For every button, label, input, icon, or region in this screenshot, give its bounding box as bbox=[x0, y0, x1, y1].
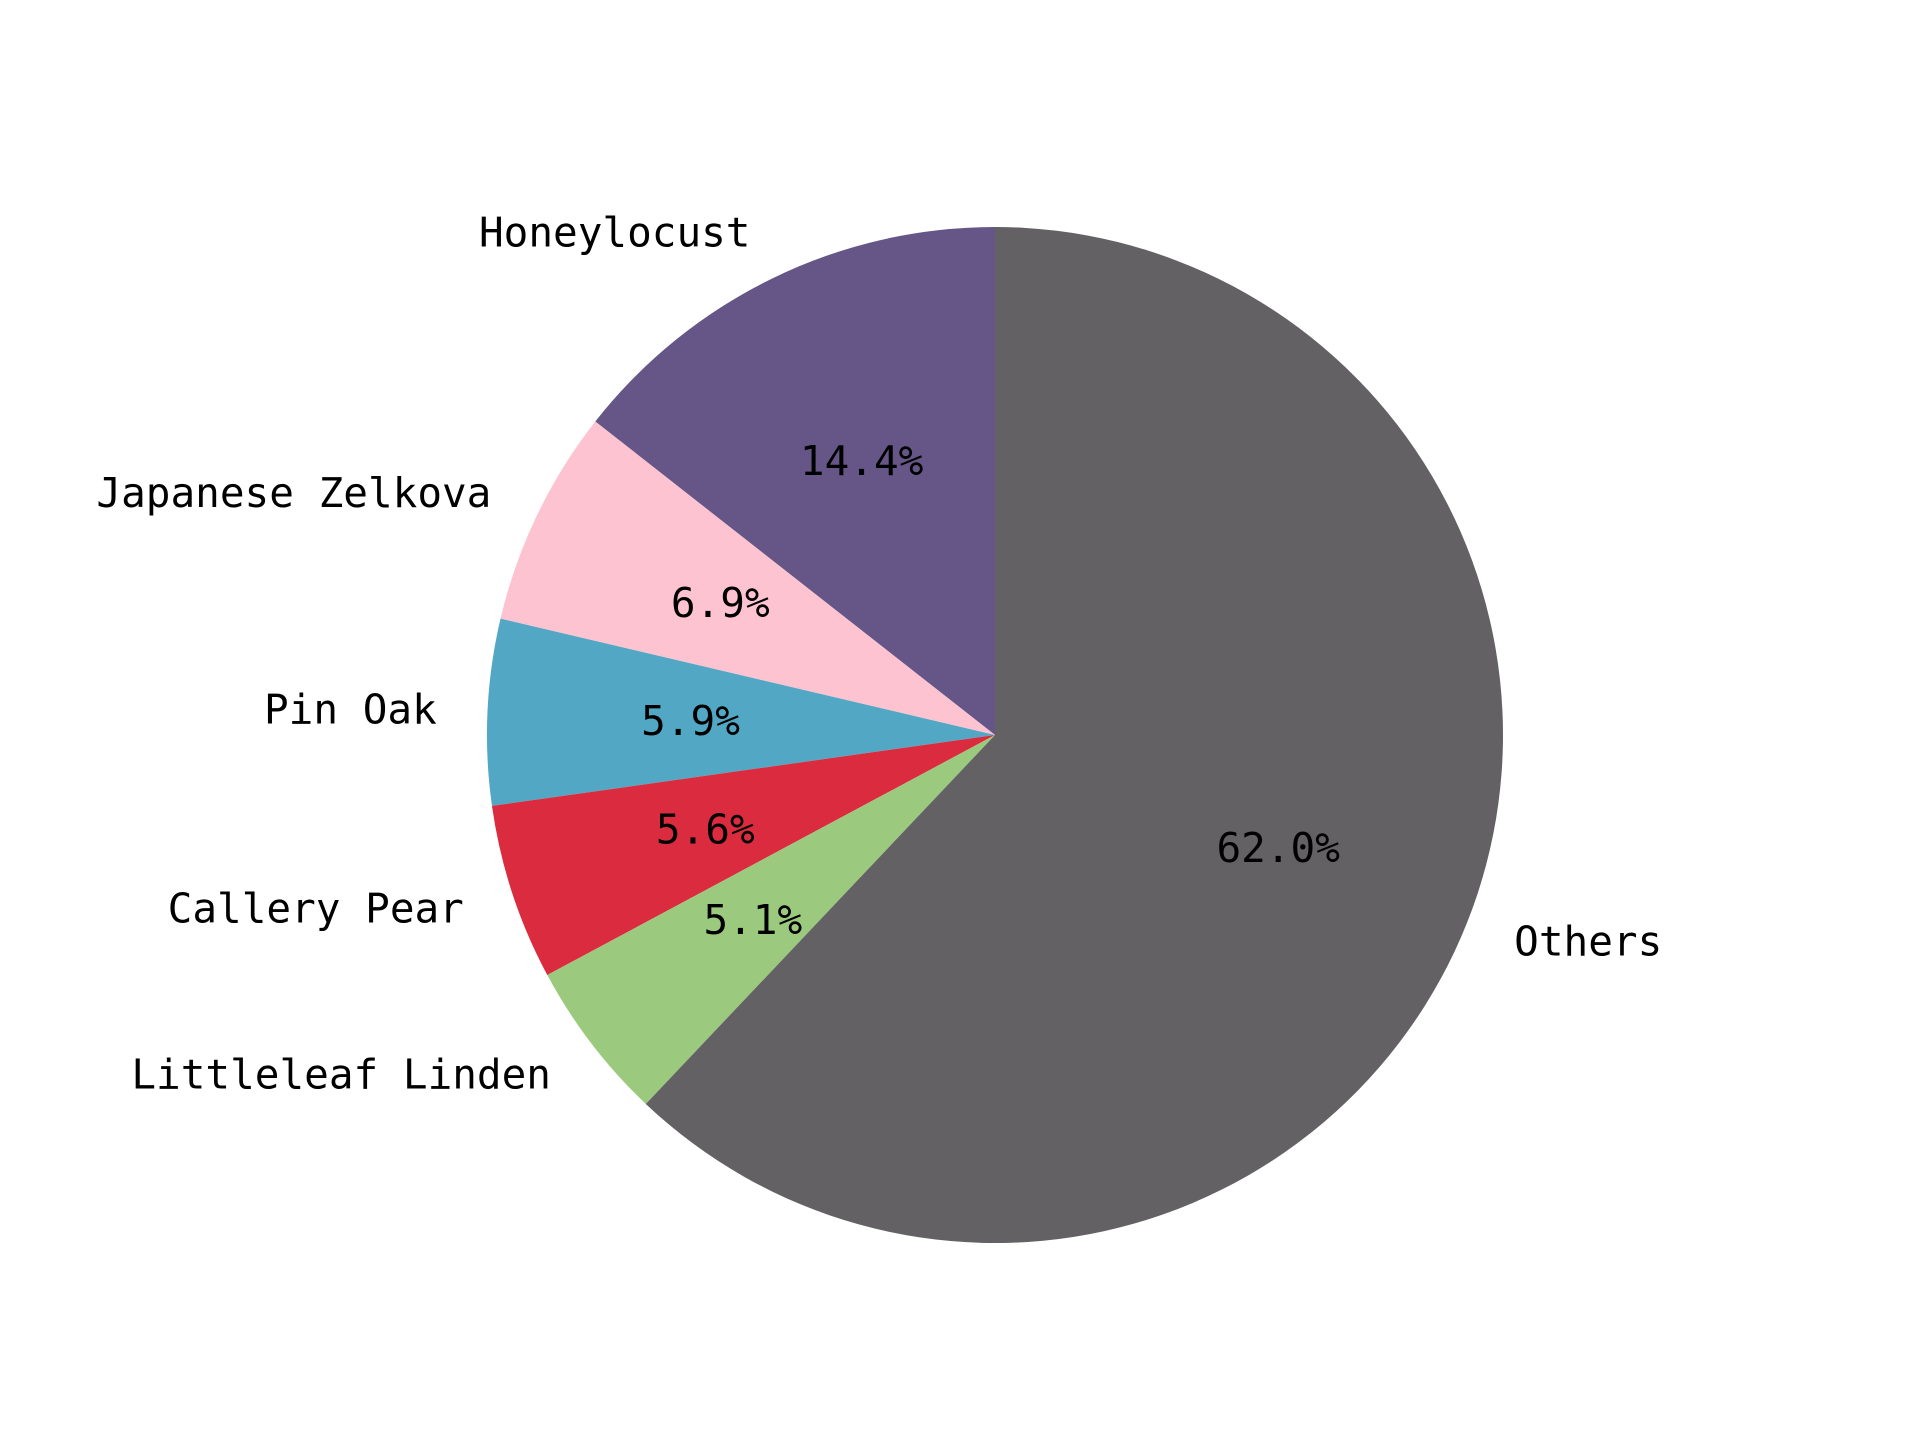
slice-percent-others: 62.0% bbox=[1216, 824, 1340, 872]
slice-label-littleleaf-linden: Littleleaf Linden bbox=[131, 1050, 551, 1098]
slice-label-japanese-zelkova: Japanese Zelkova bbox=[96, 469, 491, 517]
slice-label-pin-oak: Pin Oak bbox=[264, 686, 437, 734]
slice-percent-littleleaf-linden: 5.1% bbox=[703, 896, 802, 944]
slice-percent-japanese-zelkova: 6.9% bbox=[671, 579, 770, 627]
slice-label-honeylocust: Honeylocust bbox=[479, 209, 751, 257]
pie-slice-pin-oak bbox=[487, 618, 995, 806]
pie-slice-callery-pear bbox=[491, 735, 995, 976]
slice-percent-pin-oak: 5.9% bbox=[641, 697, 740, 745]
slice-percent-honeylocust: 14.4% bbox=[800, 437, 924, 485]
pie-slice-japanese-zelkova bbox=[500, 421, 995, 735]
slice-label-others: Others bbox=[1514, 918, 1662, 966]
pie-slice-others bbox=[645, 226, 1503, 1243]
slice-percent-callery-pear: 5.6% bbox=[656, 806, 755, 854]
pie-slice-littleleaf-linden bbox=[547, 735, 995, 1104]
labels-layer: Honeylocust 14.4% Japanese Zelkova 6.9% Pin … bbox=[96, 209, 1662, 1099]
slices-layer bbox=[487, 226, 1503, 1243]
pie-slice-honeylocust bbox=[595, 227, 995, 735]
slice-label-callery-pear: Callery Pear bbox=[168, 885, 464, 933]
